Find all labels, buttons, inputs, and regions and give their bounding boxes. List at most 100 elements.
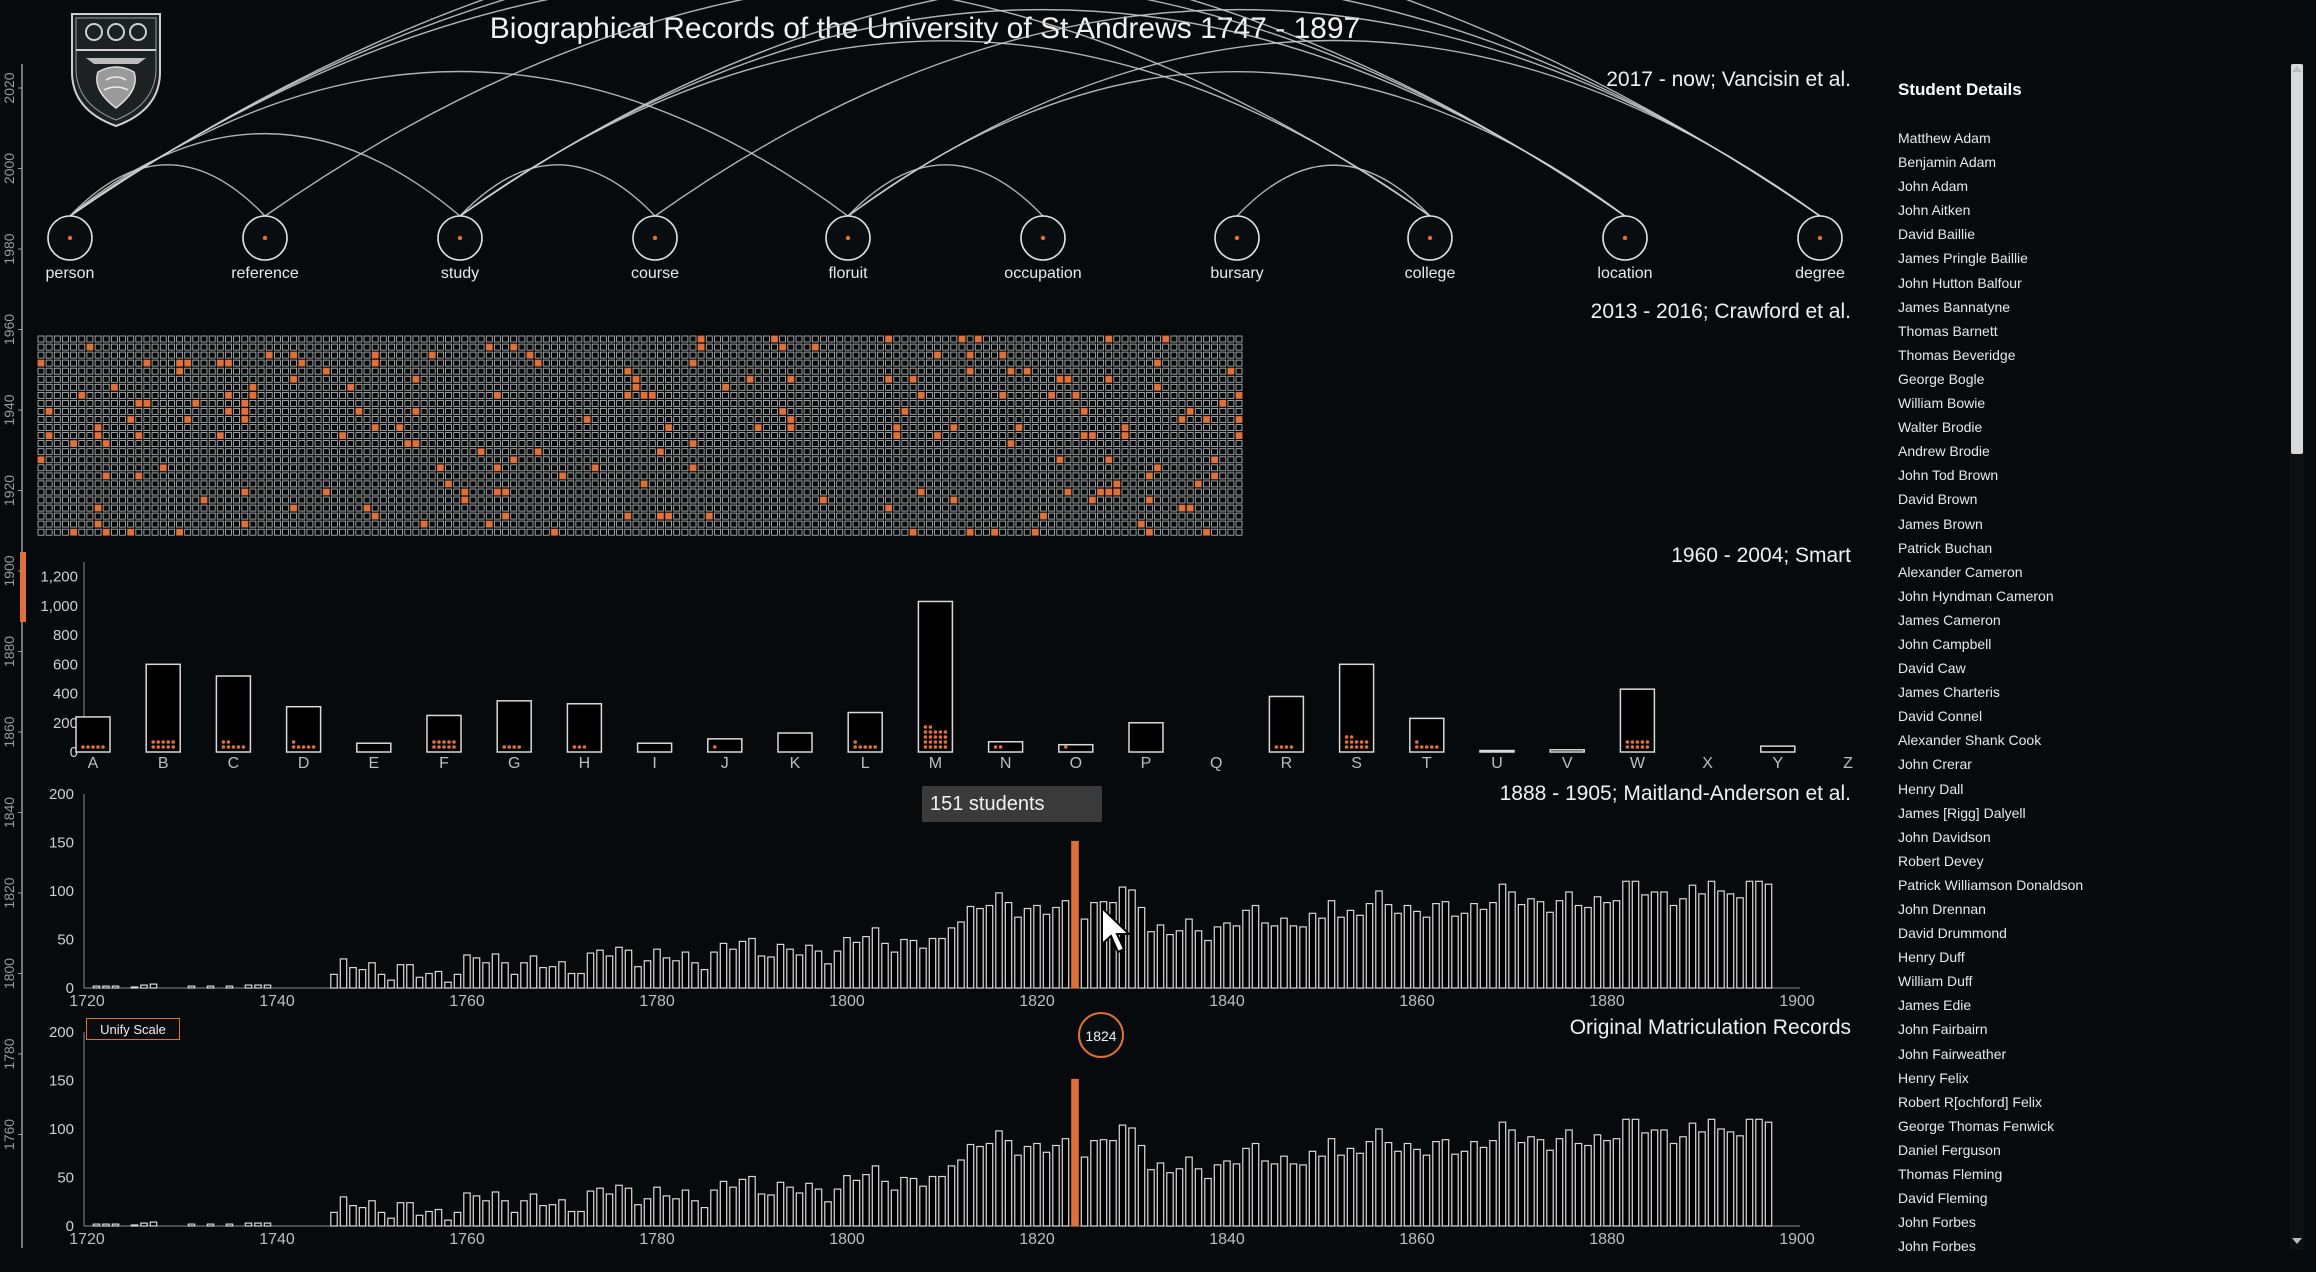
grid-cell <box>852 528 860 536</box>
grid-cell <box>119 375 126 383</box>
student-grid[interactable] <box>37 335 1243 536</box>
scroll-up-icon[interactable] <box>2292 66 2302 72</box>
grid-cell <box>445 391 452 399</box>
grid-cell <box>811 343 819 351</box>
student-name-item[interactable]: James [Rigg] Dalyell <box>1898 804 2026 821</box>
student-name-item[interactable]: John Crerar <box>1898 756 1972 773</box>
letters-dot <box>101 745 105 749</box>
student-name-item[interactable]: John Aitken <box>1898 202 1971 219</box>
student-name-item[interactable]: Robert Devey <box>1898 852 1984 869</box>
student-name-item[interactable]: Thomas Fleming <box>1898 1166 2003 1183</box>
grid-cell <box>1235 351 1243 359</box>
network-node-college[interactable]: college <box>1405 215 1456 282</box>
student-name-item[interactable]: James Charteris <box>1898 684 2000 701</box>
grid-cell <box>1048 391 1055 399</box>
original-hist-bar <box>672 1198 680 1227</box>
student-name-item[interactable]: James Cameron <box>1898 611 2001 628</box>
student-name-item[interactable]: George Bogle <box>1898 370 1985 387</box>
scrollbar-thumb[interactable] <box>2291 64 2303 454</box>
unify-scale-button[interactable]: Unify Scale <box>86 1018 180 1040</box>
grid-cell <box>1040 399 1047 407</box>
original-hist-bar <box>368 1200 376 1227</box>
grid-cell <box>412 391 420 399</box>
student-name-item[interactable]: John Fairweather <box>1898 1045 2007 1062</box>
student-name-item[interactable]: Walter Brodie <box>1898 419 1983 436</box>
student-name-item[interactable]: John Davidson <box>1898 828 1991 845</box>
grid-cell <box>966 456 974 464</box>
network-node-degree[interactable]: degree <box>1795 215 1845 282</box>
grid-cell <box>396 448 404 456</box>
student-name-item[interactable]: John Adam <box>1898 178 1969 195</box>
grid-cell <box>62 424 69 432</box>
network-node-study[interactable]: study <box>437 215 483 282</box>
student-name-item[interactable]: Andrew Brodie <box>1898 443 1990 460</box>
student-name-item[interactable]: Matthew Adam <box>1898 130 1991 146</box>
student-name-item[interactable]: David Drummond <box>1898 925 2007 942</box>
student-name-item[interactable]: James Brown <box>1898 515 1983 532</box>
grid-cell <box>542 512 550 520</box>
scroll-down-icon[interactable] <box>2292 1238 2302 1244</box>
grid-cell <box>779 464 786 472</box>
grid-cell <box>722 351 729 359</box>
grid-cell <box>567 407 575 415</box>
grid-cell <box>420 440 428 448</box>
network-node-course[interactable]: course <box>631 215 679 282</box>
grid-cell <box>697 375 705 383</box>
student-name-item[interactable]: David Caw <box>1898 660 1966 677</box>
network-diagram[interactable]: person reference study course floruit occupat… <box>46 0 1845 282</box>
grid-cell <box>616 343 623 351</box>
grid-cell <box>371 448 379 456</box>
network-node-floruit[interactable]: floruit <box>825 215 871 282</box>
student-name-item[interactable]: Daniel Ferguson <box>1898 1141 2001 1158</box>
grid-cell <box>705 399 713 407</box>
student-name-item[interactable]: John Fairbairn <box>1898 1021 1988 1038</box>
student-name-item[interactable]: David Fleming <box>1898 1190 1988 1207</box>
student-name-item[interactable]: John Hutton Balfour <box>1898 274 2022 291</box>
student-name-item[interactable]: John Hyndman Cameron <box>1898 587 2054 604</box>
student-name-item[interactable]: George Thomas Fenwick <box>1898 1117 2055 1134</box>
student-name-item[interactable]: John Tod Brown <box>1898 467 1999 484</box>
student-name-item[interactable]: Alexander Cameron <box>1898 563 2023 580</box>
grid-cell <box>820 528 827 536</box>
grid-cell <box>901 335 909 343</box>
student-name-item[interactable]: John Drennan <box>1898 901 1986 917</box>
student-name-item[interactable]: Henry Felix <box>1898 1069 1969 1086</box>
student-name-item[interactable]: James Pringle Baillie <box>1898 250 2028 267</box>
grid-cell <box>200 424 208 432</box>
year-badge[interactable]: 1824 <box>1078 1012 1124 1058</box>
grid-cell <box>1048 407 1055 415</box>
grid-cell <box>1089 464 1096 472</box>
grid-cell <box>705 383 713 391</box>
student-name-item[interactable]: Benjamin Adam <box>1898 154 1997 171</box>
grid-cell <box>200 472 208 480</box>
network-node-location[interactable]: location <box>1597 215 1653 282</box>
student-name-item[interactable]: William Bowie <box>1898 395 1986 412</box>
student-name-item[interactable]: James Edie <box>1898 997 1972 1014</box>
student-name-item[interactable]: William Duff <box>1898 973 1973 990</box>
student-name-item[interactable]: John Forbes <box>1898 1238 1976 1255</box>
student-name-item[interactable]: John Campbell <box>1898 635 1992 652</box>
network-node-person[interactable]: person <box>46 215 95 282</box>
student-name-item[interactable]: Robert R[ochford] Felix <box>1898 1093 2042 1110</box>
student-name-item[interactable]: Thomas Beveridge <box>1898 346 2016 363</box>
student-name-item[interactable]: John Forbes <box>1898 1214 1976 1231</box>
student-name-item[interactable]: David Connel <box>1898 708 1983 725</box>
student-name-item[interactable]: Patrick Williamson Donaldson <box>1898 876 2084 893</box>
student-name-item[interactable]: David Brown <box>1898 491 1978 508</box>
network-node-occupation[interactable]: occupation <box>1004 215 1082 282</box>
student-name-item[interactable]: Henry Duff <box>1898 949 1965 966</box>
grid-cell <box>974 375 982 383</box>
student-name-item[interactable]: Patrick Buchan <box>1898 539 1993 556</box>
student-name-item[interactable]: Henry Dall <box>1898 780 1964 797</box>
network-node-bursary[interactable]: bursary <box>1210 215 1264 282</box>
network-node-reference[interactable]: reference <box>231 215 299 282</box>
student-name-item[interactable]: David Baillie <box>1898 226 1976 243</box>
student-name-item[interactable]: Alexander Shank Cook <box>1898 732 2042 749</box>
grid-cell <box>135 456 143 464</box>
student-name-item[interactable]: Thomas Barnett <box>1898 322 1998 339</box>
student-name-item[interactable]: James Bannatyne <box>1898 298 2011 315</box>
grid-cell <box>371 375 379 383</box>
